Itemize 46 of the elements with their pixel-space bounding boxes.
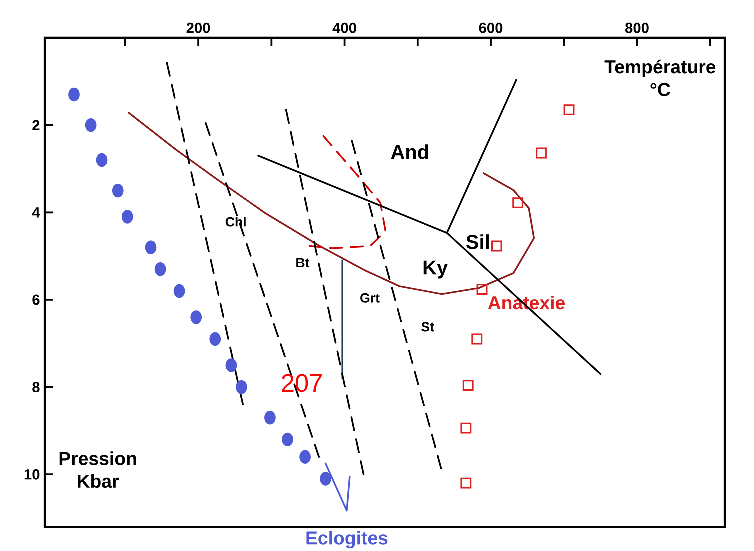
point [320,472,332,486]
point [210,332,222,346]
annotation: Bt [296,258,310,268]
annotation: 207 [282,374,322,392]
point [154,262,166,276]
point [112,184,124,198]
point [460,422,472,434]
point [145,240,157,254]
point [512,198,524,209]
x-tick-label: 800 [625,22,649,34]
y-tick-label: 6 [32,294,40,306]
point [282,432,294,447]
x-tick-label: 600 [479,22,503,34]
annotation: Chl [226,216,246,227]
y-tick-label: 8 [32,382,40,392]
point [491,240,502,252]
point [226,358,238,372]
y-tick-label: 10 [24,469,40,480]
point [472,334,483,345]
point [190,310,202,324]
x-tick-label: 200 [186,22,210,34]
series-label: Eclogites [306,531,388,549]
point [460,478,472,489]
point [174,284,186,298]
point [264,410,276,425]
point [122,210,134,224]
x-tick-label: 400 [332,22,356,34]
point [68,88,80,102]
point [536,148,547,159]
point [236,380,248,394]
annotation: St [422,322,434,332]
point [85,118,97,132]
point [564,104,575,116]
line-series [308,135,387,250]
annotation: Grt [360,293,380,303]
y-axis-title: Pression Kbar [60,452,136,488]
point [300,450,311,464]
x-axis-title: Température °C [604,60,716,96]
y-tick-label: 4 [32,208,40,218]
annotation: And [391,144,428,160]
annotation: Ky [424,260,448,279]
y-tick-label: 2 [32,120,40,130]
annotation: Sil [466,234,489,250]
point [462,380,474,392]
point [476,284,488,295]
point [96,153,108,168]
